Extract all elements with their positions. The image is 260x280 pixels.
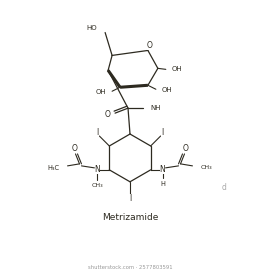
Text: O: O xyxy=(183,144,188,153)
Text: OH: OH xyxy=(172,66,183,72)
Text: d: d xyxy=(222,183,227,192)
Text: NH: NH xyxy=(150,105,160,111)
Text: OH: OH xyxy=(95,89,106,95)
Text: Metrizamide: Metrizamide xyxy=(102,213,158,222)
Text: I: I xyxy=(161,127,164,137)
Text: shutterstock.com · 2577803591: shutterstock.com · 2577803591 xyxy=(88,265,172,270)
Text: O: O xyxy=(72,144,77,153)
Text: CH₃: CH₃ xyxy=(200,165,212,170)
Text: HO: HO xyxy=(87,25,97,31)
Text: N: N xyxy=(160,165,165,174)
Text: H: H xyxy=(160,181,165,187)
Text: H₃C: H₃C xyxy=(48,165,60,171)
Text: O: O xyxy=(104,110,110,119)
Text: N: N xyxy=(95,165,100,174)
Text: CH₃: CH₃ xyxy=(92,183,103,188)
Text: I: I xyxy=(129,194,131,203)
Text: O: O xyxy=(147,41,153,50)
Text: I: I xyxy=(96,127,99,137)
Text: OH: OH xyxy=(162,87,172,93)
